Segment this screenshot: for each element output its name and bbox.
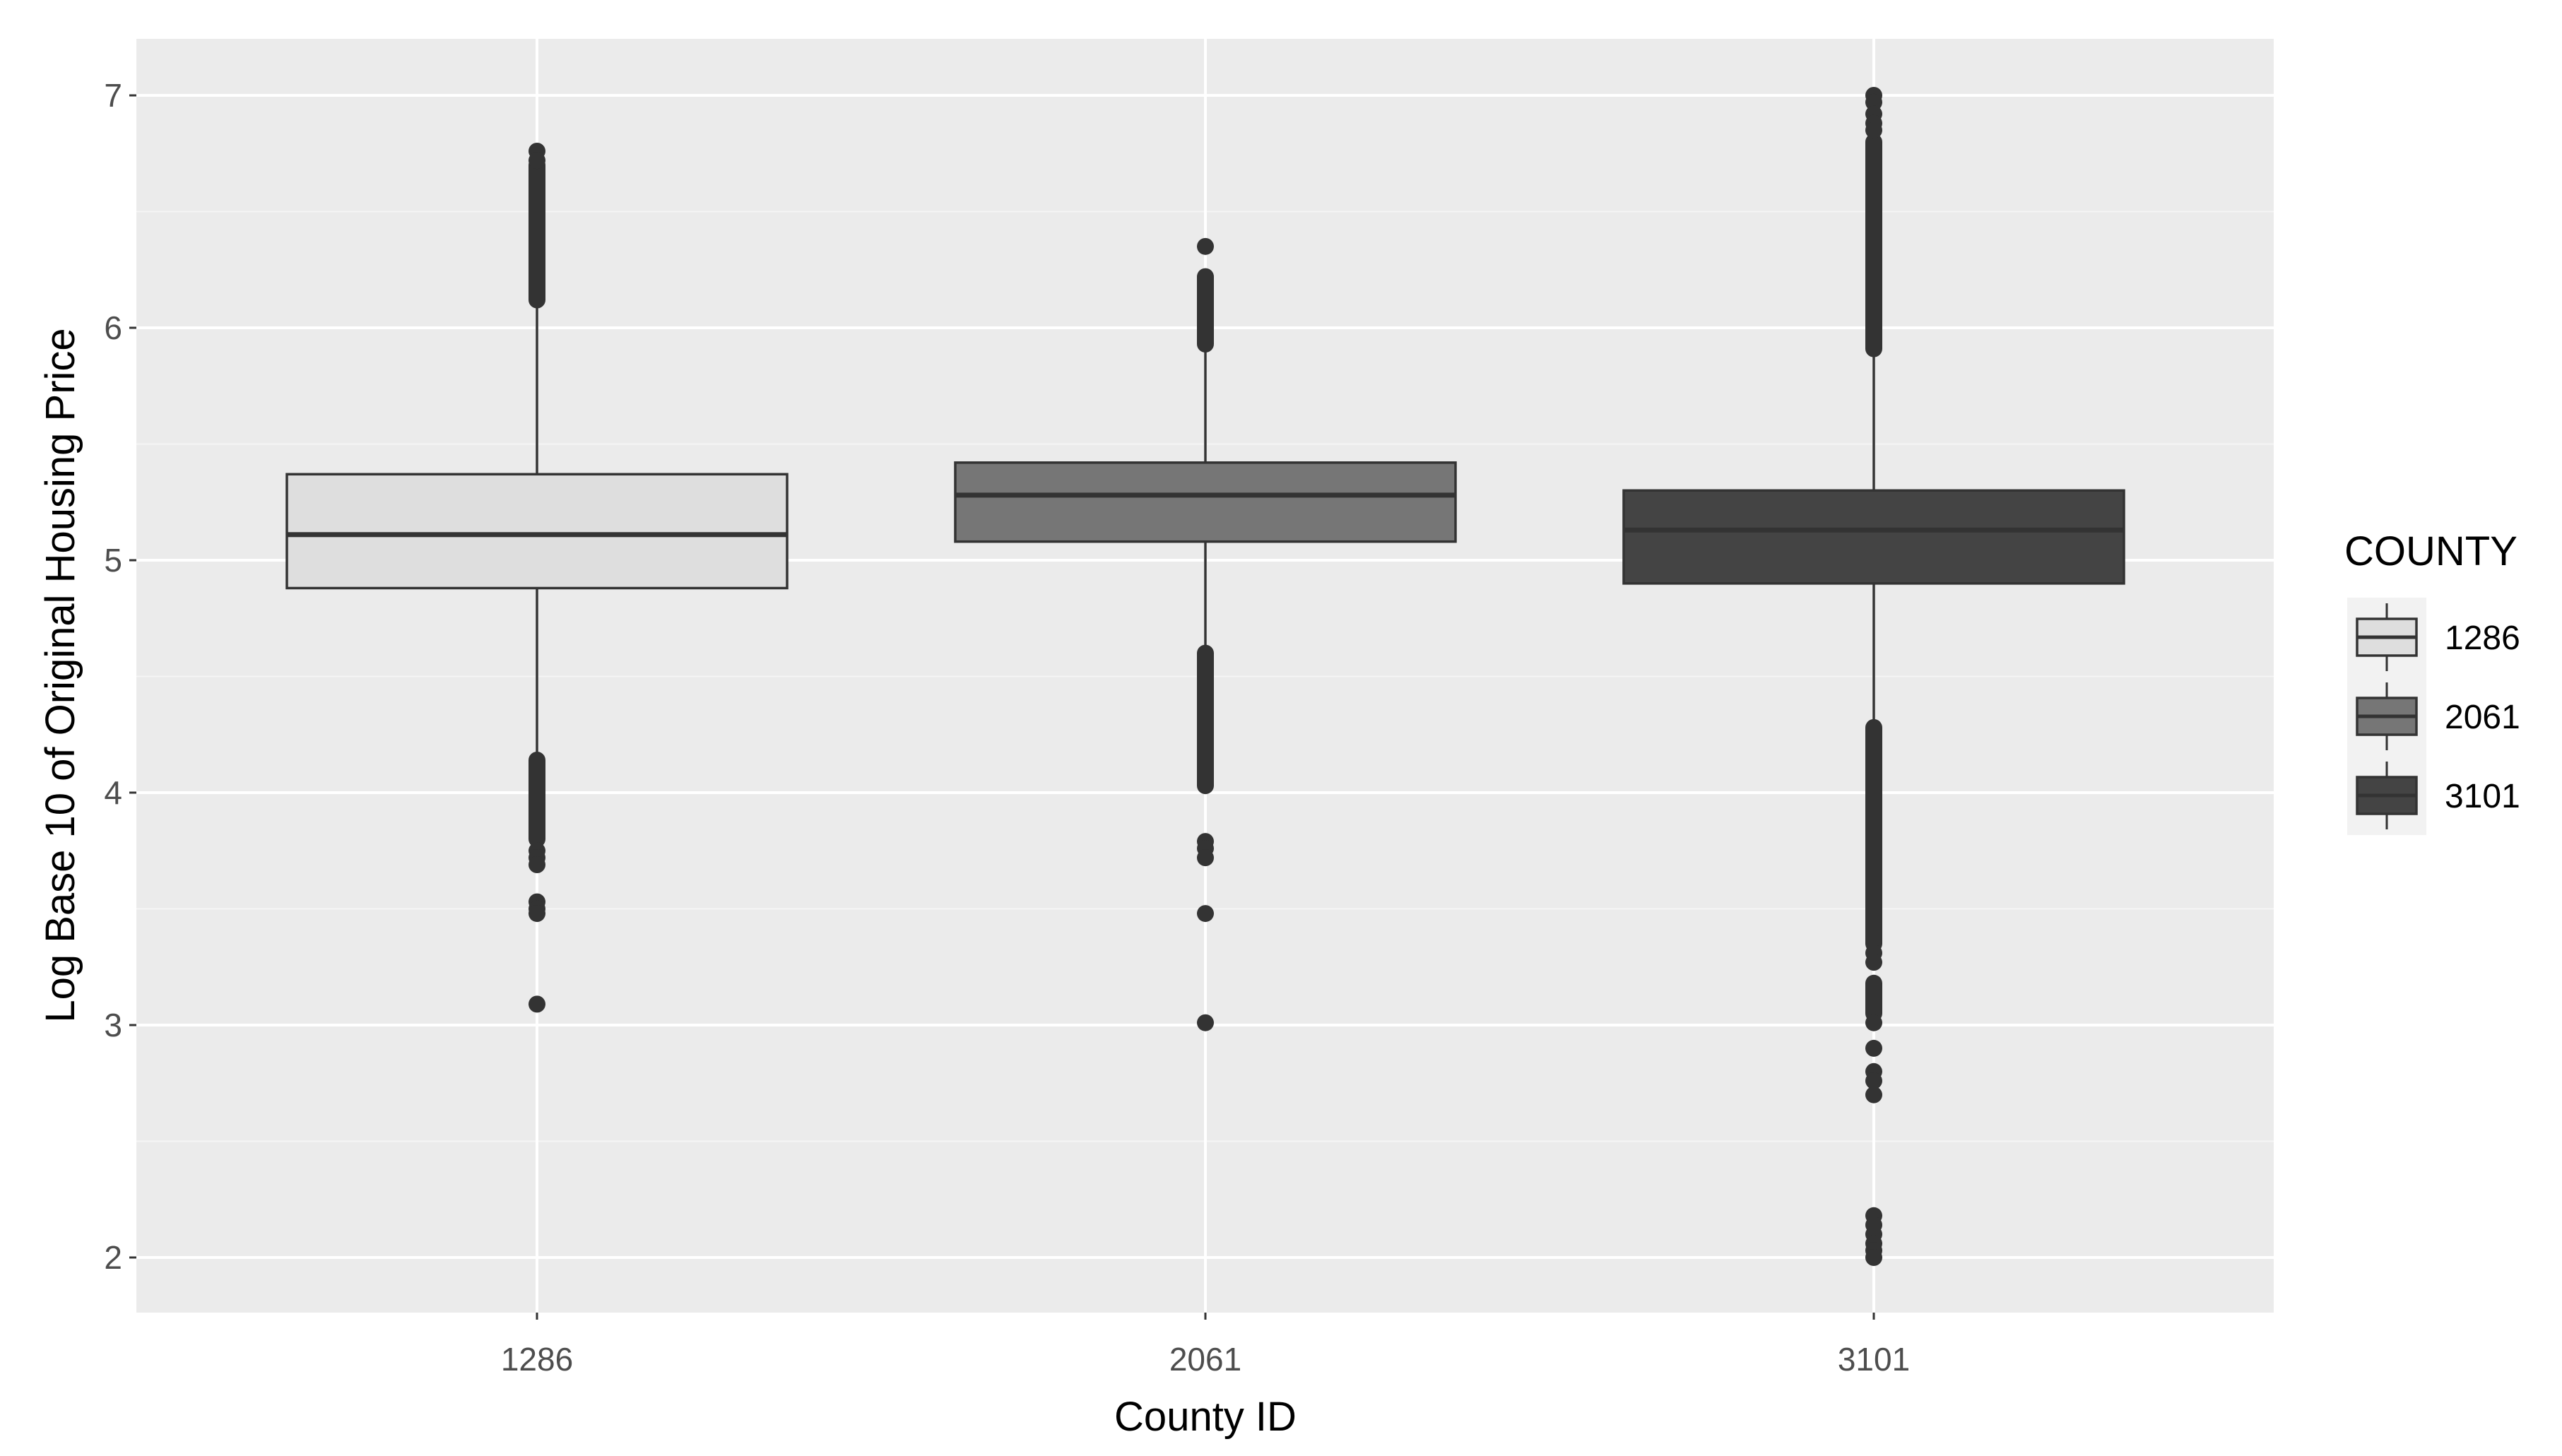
outlier-cluster [1197, 268, 1214, 353]
outlier-point [1197, 905, 1214, 923]
outlier-point [529, 152, 545, 170]
outlier-point [529, 905, 545, 923]
box-iqr [954, 461, 1457, 543]
box-iqr [1622, 489, 2125, 585]
outlier-point [529, 995, 545, 1013]
outlier-cluster [529, 156, 545, 309]
y-axis-title: Log Base 10 of Original Housing Price [37, 328, 83, 1022]
legend-label: 2061 [2445, 699, 2520, 736]
legend-item-2061: 2061 [2347, 677, 2520, 756]
outlier-point [1865, 954, 1882, 971]
x-tick-label: 3101 [1838, 1341, 1910, 1378]
outlier-cluster [1197, 644, 1214, 795]
y-tick-label: 6 [104, 309, 122, 346]
legend-item-3101: 3101 [2347, 756, 2520, 835]
box-iqr [285, 473, 789, 590]
x-tick-label: 1286 [501, 1341, 573, 1378]
y-tick-label: 2 [104, 1239, 122, 1276]
box-1286 [285, 142, 789, 1013]
outlier-point [1865, 1039, 1882, 1057]
x-tick-label: 2061 [1169, 1341, 1241, 1378]
legend-title: COUNTY [2344, 528, 2517, 574]
outlier-point [1197, 237, 1214, 255]
y-tick-label: 3 [104, 1007, 122, 1043]
outlier-point [1865, 122, 1882, 139]
x-axis-title: County ID [1114, 1394, 1297, 1440]
outlier-point [1865, 1014, 1882, 1031]
legend-keys: 1286 2061 3101 [2347, 598, 2520, 835]
x-axis: 1286 2061 3101 [501, 1313, 1910, 1378]
box-3101 [1622, 87, 2125, 1266]
y-tick-label: 5 [104, 542, 122, 579]
legend-item-1286: 1286 [2347, 598, 2520, 677]
outlier-point [1197, 849, 1214, 867]
legend-label: 3101 [2445, 778, 2520, 815]
legend-label: 1286 [2445, 620, 2520, 657]
outlier-cluster [1865, 974, 1882, 1022]
box-series-group [285, 87, 2125, 1266]
outlier-point [1865, 1072, 1882, 1089]
outlier-point [529, 856, 545, 873]
y-tick-label: 4 [104, 774, 122, 811]
outlier-cluster [1865, 718, 1882, 952]
legend: COUNTY 1286 2061 3101 [2344, 528, 2520, 835]
y-tick-label: 7 [104, 77, 122, 114]
outlier-cluster [529, 751, 545, 848]
outlier-point [1865, 1086, 1882, 1103]
outlier-point [1197, 1014, 1214, 1031]
box-2061 [954, 237, 1457, 1031]
outlier-point [1865, 1249, 1882, 1266]
outlier-cluster [1865, 133, 1882, 357]
y-axis: 2 3 4 5 6 7 [104, 77, 136, 1276]
outlier-point [1865, 93, 1882, 111]
